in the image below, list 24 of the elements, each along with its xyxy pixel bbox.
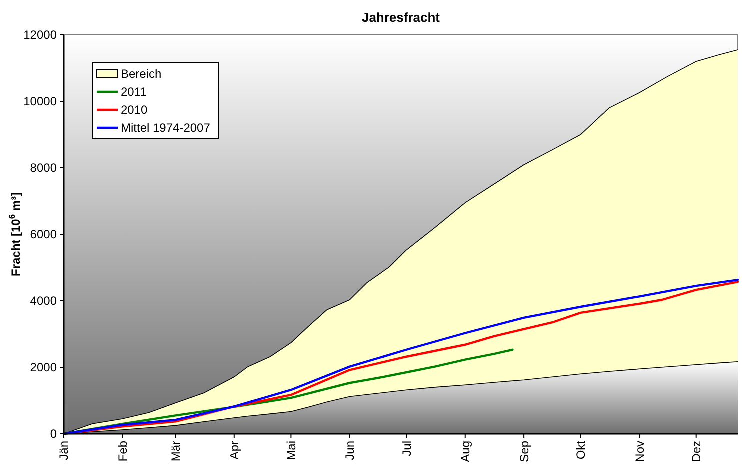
x-tick-label: Feb [116, 440, 130, 462]
x-tick-label: Apr [228, 441, 242, 460]
x-tick-label: Aug [458, 441, 473, 462]
x-tick-label: Jun [343, 441, 358, 460]
x-tick-label: Okt [574, 440, 588, 460]
legend-label: Mittel 1974-2007 [121, 121, 211, 136]
x-tick-label: Jän [57, 441, 72, 460]
y-tick-label: 12000 [24, 28, 58, 42]
chart-title: Jahresfracht [362, 10, 441, 25]
y-tick-label: 10000 [24, 94, 58, 109]
y-tick-label: 6000 [30, 228, 58, 242]
x-tick-label: Jul [400, 441, 414, 456]
legend-label: 2011 [121, 85, 148, 100]
x-tick-label: Mär [168, 441, 183, 462]
legend-label: Bereich [121, 67, 162, 82]
x-tick-label: Dez [690, 441, 704, 462]
legend-label: 2010 [121, 103, 148, 118]
y-tick-label: 8000 [30, 161, 58, 176]
x-tick-label: Nov [632, 441, 647, 462]
x-tick-label: Mai [284, 441, 298, 460]
y-tick-label: 0 [50, 427, 58, 442]
x-tick-label: Sep [517, 440, 532, 462]
y-tick-label: 4000 [30, 294, 58, 308]
y-tick-label: 2000 [30, 360, 58, 375]
